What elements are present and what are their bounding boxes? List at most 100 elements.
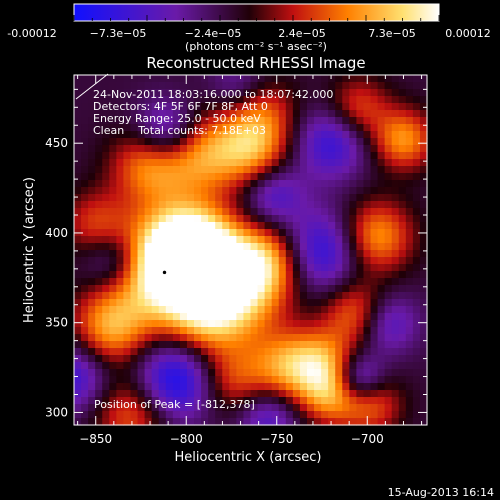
heatmap-cell bbox=[405, 194, 414, 202]
heatmap-cell bbox=[250, 278, 259, 286]
heatmap-cell bbox=[342, 82, 350, 90]
heatmap-cell bbox=[264, 264, 273, 272]
heatmap-cell bbox=[377, 229, 386, 237]
heatmap-cell bbox=[137, 418, 146, 426]
heatmap-cell bbox=[412, 250, 421, 258]
heatmap-cell bbox=[321, 173, 329, 181]
heatmap-cell bbox=[363, 173, 372, 181]
heatmap-cell bbox=[419, 138, 428, 146]
heatmap-cell bbox=[229, 103, 237, 111]
heatmap-cell bbox=[363, 103, 372, 111]
heatmap-cell bbox=[321, 306, 329, 314]
heatmap-cell bbox=[405, 257, 414, 265]
heatmap-cell bbox=[158, 124, 167, 132]
heatmap-cell bbox=[412, 292, 421, 300]
heatmap-cell bbox=[109, 271, 117, 279]
heatmap-cell bbox=[95, 271, 103, 279]
heatmap-cell bbox=[144, 278, 153, 286]
heatmap-cell bbox=[144, 215, 153, 223]
heatmap-cell bbox=[95, 285, 103, 293]
heatmap-cell bbox=[123, 383, 132, 391]
heatmap-cell bbox=[285, 418, 294, 426]
heatmap-cell bbox=[250, 306, 259, 314]
heatmap-cell bbox=[109, 404, 117, 412]
heatmap-cell bbox=[222, 208, 230, 216]
heatmap-cell bbox=[179, 159, 188, 167]
heatmap-cell bbox=[285, 369, 294, 377]
heatmap-cell bbox=[109, 299, 117, 307]
heatmap-cell bbox=[81, 138, 89, 146]
heatmap-cell bbox=[299, 418, 308, 426]
heatmap-cell bbox=[158, 117, 167, 125]
heatmap-cell bbox=[179, 306, 188, 314]
heatmap-cell bbox=[405, 236, 414, 244]
heatmap-cell bbox=[250, 383, 259, 391]
heatmap-cell bbox=[342, 117, 350, 125]
heatmap-cell bbox=[81, 411, 89, 419]
heatmap-cell bbox=[102, 201, 110, 209]
heatmap-cell bbox=[229, 89, 237, 97]
heatmap-cell bbox=[398, 229, 407, 237]
heatmap-cell bbox=[194, 355, 202, 363]
heatmap-cell bbox=[335, 355, 343, 363]
heatmap-cell bbox=[123, 271, 132, 279]
heatmap-cell bbox=[299, 285, 308, 293]
heatmap-cell bbox=[377, 117, 386, 125]
heatmap-cell bbox=[306, 313, 315, 321]
heatmap-cell bbox=[158, 201, 167, 209]
heatmap-cell bbox=[109, 229, 117, 237]
heatmap-cell bbox=[201, 215, 209, 223]
heatmap-cell bbox=[349, 201, 357, 209]
heatmap-cell bbox=[201, 145, 209, 153]
heatmap-cell bbox=[172, 117, 181, 125]
heatmap-cell bbox=[384, 411, 393, 419]
heatmap-cell bbox=[130, 285, 139, 293]
heatmap-cell bbox=[74, 250, 82, 258]
heatmap-cell bbox=[236, 117, 245, 125]
heatmap-cell bbox=[151, 194, 160, 202]
heatmap-cell bbox=[123, 327, 132, 335]
heatmap-cell bbox=[405, 264, 414, 272]
heatmap-cell bbox=[299, 257, 308, 265]
heatmap-cell bbox=[116, 383, 125, 391]
heatmap-cell bbox=[391, 418, 400, 426]
heatmap-cell bbox=[201, 89, 209, 97]
heatmap-cell bbox=[109, 390, 117, 398]
heatmap-cell bbox=[158, 369, 167, 377]
heatmap-cell bbox=[264, 110, 273, 118]
heatmap-cell bbox=[243, 173, 252, 181]
heatmap-cell bbox=[172, 320, 181, 328]
heatmap-cell bbox=[144, 397, 153, 405]
heatmap-cell bbox=[349, 390, 357, 398]
heatmap-cell bbox=[194, 96, 202, 104]
heatmap-cell bbox=[384, 334, 393, 342]
heatmap-cell bbox=[123, 215, 132, 223]
heatmap-cell bbox=[257, 180, 266, 188]
heatmap-cell bbox=[292, 194, 301, 202]
heatmap-cell bbox=[74, 271, 82, 279]
heatmap-cell bbox=[278, 215, 287, 223]
heatmap-cell bbox=[179, 103, 188, 111]
heatmap-cell bbox=[299, 82, 308, 90]
heatmap-cell bbox=[370, 96, 379, 104]
heatmap-cell bbox=[229, 82, 237, 90]
heatmap-cell bbox=[306, 187, 315, 195]
heatmap-cell bbox=[186, 96, 195, 104]
heatmap-cell bbox=[74, 103, 82, 111]
heatmap-cell bbox=[391, 369, 400, 377]
heatmap-cell bbox=[95, 334, 103, 342]
heatmap-cell bbox=[370, 334, 379, 342]
heatmap-cell bbox=[306, 82, 315, 90]
heatmap-cell bbox=[285, 124, 294, 132]
heatmap-cell bbox=[335, 166, 343, 174]
heatmap-cell bbox=[321, 103, 329, 111]
heatmap-cell bbox=[299, 313, 308, 321]
heatmap-cell bbox=[257, 229, 266, 237]
heatmap-cell bbox=[306, 299, 315, 307]
heatmap-cell bbox=[363, 257, 372, 265]
heatmap-cell bbox=[271, 243, 280, 251]
heatmap-cell bbox=[102, 327, 110, 335]
heatmap-cell bbox=[194, 327, 202, 335]
heatmap-cell bbox=[264, 411, 273, 419]
heatmap-cell bbox=[356, 285, 365, 293]
